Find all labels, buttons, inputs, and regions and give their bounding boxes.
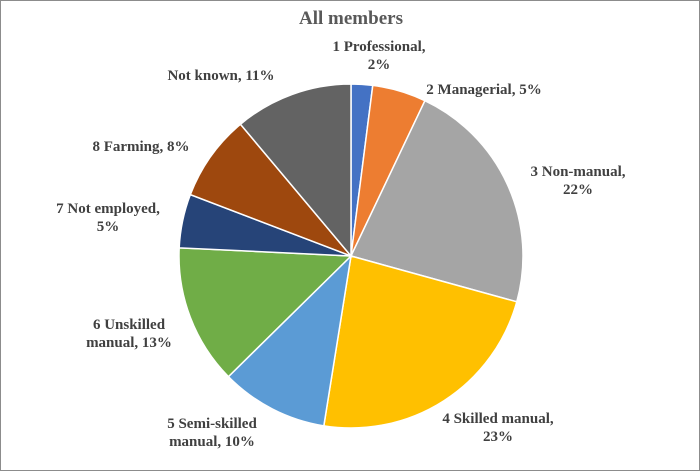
- slice-label-6: 6 Unskilled manual, 13%: [86, 317, 172, 351]
- slice-label-line: 4 Skilled manual,: [442, 411, 554, 427]
- pie-slice-3: [349, 99, 524, 303]
- chart-title: All members: [299, 8, 403, 29]
- slice-label-7: 7 Not employed, 5%: [56, 201, 160, 235]
- slice-label-line: 5 Semi-skilled: [167, 416, 257, 432]
- slice-label-line: manual, 13%: [86, 335, 172, 351]
- pie-slice-4: [322, 255, 518, 429]
- slice-label-line: 22%: [563, 182, 593, 198]
- slice-label-line: 23%: [483, 429, 513, 445]
- slice-label-1: 1 Professional, 2%: [332, 39, 425, 73]
- slice-label-line: 2%: [368, 57, 391, 73]
- pie-slice-6: [178, 247, 353, 378]
- slice-label-line: 5%: [97, 219, 120, 235]
- slice-label-line: 3 Non-manual,: [530, 164, 625, 180]
- slice-label-3: 3 Non-manual, 22%: [530, 164, 625, 198]
- slice-label-line: Not known, 11%: [167, 68, 274, 84]
- slice-label-9: Not known, 11%: [167, 68, 274, 84]
- pie-labels: 1 Professional, 2% 2 Managerial, 5% 3 Non-m…: [56, 39, 626, 450]
- slice-label-line: manual, 10%: [169, 434, 255, 450]
- slice-label-line: 7 Not employed,: [56, 201, 160, 217]
- pie-slice-5: [227, 253, 353, 427]
- slice-label-line: 8 Farming, 8%: [92, 139, 189, 155]
- pie-slice-9: [239, 83, 352, 259]
- slice-label-line: 1 Professional,: [332, 39, 425, 55]
- slice-label-line: 2 Managerial, 5%: [426, 82, 541, 98]
- pie-slices: [178, 83, 524, 429]
- slice-label-4: 4 Skilled manual, 23%: [442, 411, 554, 445]
- slice-label-8: 8 Farming, 8%: [92, 139, 189, 155]
- slice-label-2: 2 Managerial, 5%: [426, 82, 541, 98]
- slice-label-5: 5 Semi-skilled manual, 10%: [167, 416, 257, 450]
- slice-label-line: 6 Unskilled: [93, 317, 166, 333]
